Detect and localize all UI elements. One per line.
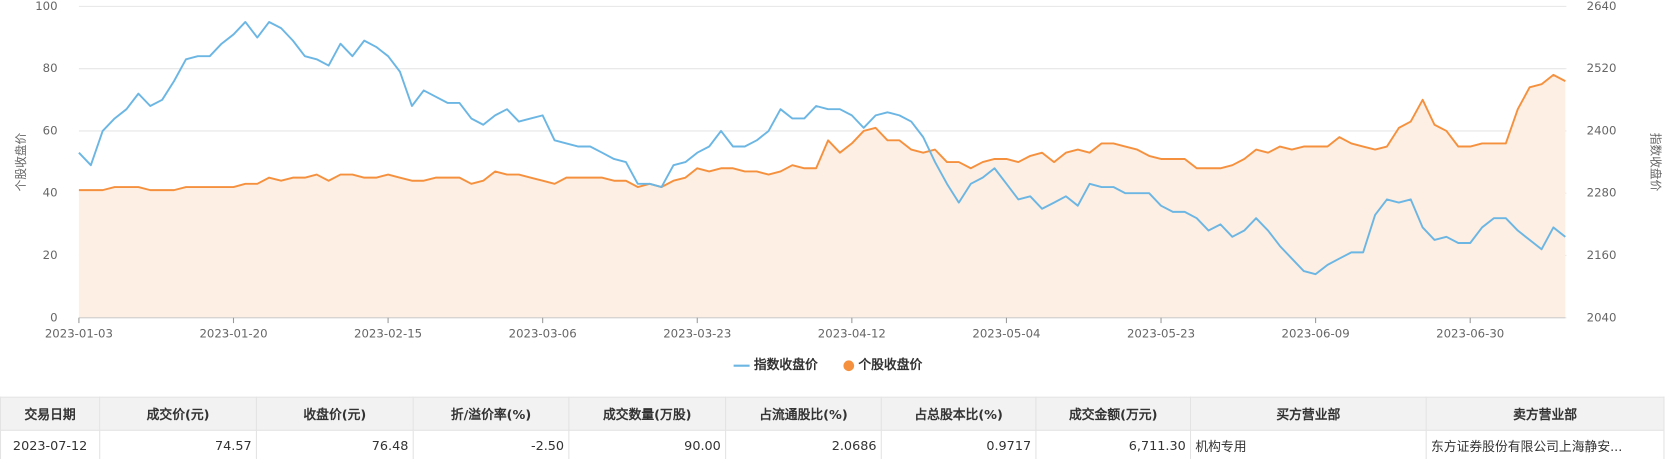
- column-header: 成交价(元): [99, 396, 257, 431]
- y2-axis-label: 指数收盘价: [1648, 133, 1662, 192]
- column-header: 折/溢价率(%): [412, 396, 570, 431]
- table-cell: 2.0686: [725, 429, 882, 459]
- column-header: 交易日期: [0, 396, 101, 431]
- y-tick-label: 80: [43, 61, 58, 75]
- column-header: 收盘价(元): [255, 396, 414, 431]
- table-cell: 2023-07-12: [0, 429, 101, 459]
- table-cell: 76.48: [255, 429, 414, 459]
- x-tick-label: 2023-02-15: [354, 326, 422, 340]
- y-tick-label: 40: [43, 186, 58, 200]
- y2-tick-label: 2520: [1587, 61, 1617, 75]
- x-tick-label: 2023-06-30: [1436, 326, 1504, 340]
- y2-tick-label: 2040: [1587, 310, 1617, 324]
- table-cell: 6,711.30: [1035, 429, 1192, 459]
- x-tick-label: 2023-06-09: [1282, 326, 1350, 340]
- x-tick-label: 2023-01-03: [45, 326, 113, 340]
- legend-label: 指数收盘价: [754, 357, 818, 373]
- table-cell: -2.50: [412, 429, 570, 459]
- y-tick-label: 0: [50, 310, 57, 324]
- x-tick-label: 2023-05-04: [972, 326, 1040, 340]
- x-tick-label: 2023-05-23: [1127, 326, 1195, 340]
- chart: 个股收盘价 指数收盘价 0204060801002040216022802400…: [14, 0, 1663, 373]
- column-header: 占总股本比(%): [880, 396, 1037, 431]
- column-header: 占流通股比(%): [725, 396, 882, 431]
- table-cell: 90.00: [568, 429, 727, 459]
- table-cell: 机构专用: [1189, 429, 1427, 459]
- trade-table: 交易日期 成交价(元) 收盘价(元) 折/溢价率(%) 成交数量(万股) 占流通股比(%)…: [0, 396, 1665, 459]
- table-cell: 东方证券股份有限公司上海静安...: [1425, 429, 1665, 459]
- line: [78, 73, 1566, 192]
- y2-tick-label: 2280: [1587, 186, 1617, 200]
- table-cell: 0.9717: [880, 429, 1037, 459]
- x-tick-label: 2023-04-12: [818, 326, 886, 340]
- x-tick-label: 2023-03-06: [509, 326, 577, 340]
- y-tick-label: 60: [43, 123, 58, 137]
- y-axis-label: 个股收盘价: [14, 132, 28, 191]
- legend-marker: [843, 360, 855, 372]
- y2-tick-label: 2400: [1587, 123, 1617, 137]
- table-row: 2023-07-12 74.57 76.48 -2.50 90.00 2.0686 0.97…: [0, 429, 1665, 459]
- x-tick-label: 2023-03-23: [663, 326, 731, 340]
- area: [78, 74, 1566, 318]
- y-tick-label: 100: [35, 0, 57, 13]
- line: [78, 21, 1566, 276]
- table-cell: 74.57: [99, 429, 257, 459]
- legend-label: 个股收盘价: [857, 357, 922, 373]
- header-row: 交易日期 成交价(元) 收盘价(元) 折/溢价率(%) 成交数量(万股) 占流通股比(%)…: [0, 396, 1665, 431]
- column-header: 买方营业部: [1189, 396, 1427, 431]
- column-header: 成交金额(万元): [1035, 396, 1192, 431]
- x-tick-label: 2023-01-20: [199, 326, 267, 340]
- table-body: 2023-07-12 74.57 76.48 -2.50 90.00 2.0686 0.97…: [0, 429, 1665, 459]
- column-header: 卖方营业部: [1425, 396, 1665, 431]
- y2-tick-label: 2640: [1587, 0, 1617, 13]
- column-header: 成交数量(万股): [568, 396, 727, 431]
- y-tick-label: 20: [43, 248, 58, 262]
- y2-tick-label: 2160: [1587, 248, 1617, 262]
